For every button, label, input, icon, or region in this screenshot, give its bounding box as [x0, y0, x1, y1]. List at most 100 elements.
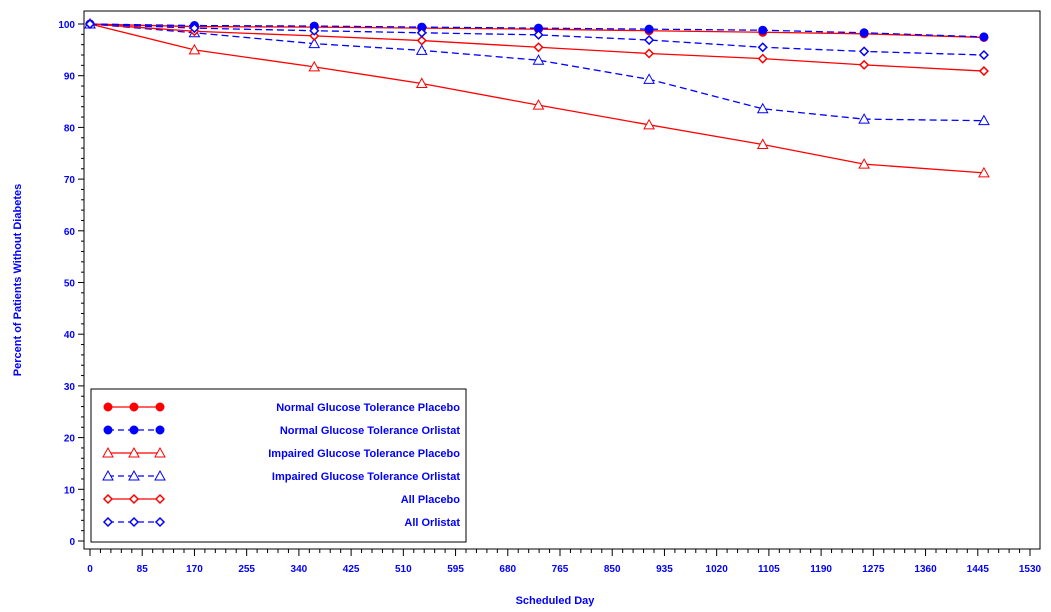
- x-axis-title: Scheduled Day: [516, 595, 596, 607]
- data-point: [308, 37, 321, 49]
- x-tick-label: 1360: [914, 564, 937, 575]
- x-tick-label: 340: [291, 564, 308, 575]
- data-point: [415, 77, 428, 88]
- data-point: [643, 73, 655, 84]
- data-point: [533, 42, 544, 53]
- data-point: [128, 493, 140, 505]
- x-tick-label: 1275: [862, 564, 885, 575]
- x-tick-label: 765: [552, 564, 569, 575]
- y-tick-label: 20: [64, 434, 76, 445]
- legend: Normal Glucose Tolerance Placebo Normal G…: [90, 388, 467, 543]
- y-tick-label: 100: [58, 20, 75, 31]
- y-tick-label: 90: [64, 72, 76, 83]
- x-tick-label: 595: [447, 564, 464, 575]
- data-point: [128, 469, 140, 481]
- data-point: [102, 516, 114, 528]
- legend-item: Normal Glucose Tolerance Orlistat: [103, 425, 460, 437]
- data-point: [188, 43, 201, 55]
- data-point: [102, 493, 114, 505]
- x-tick-label: 935: [656, 564, 673, 575]
- data-point: [533, 29, 544, 40]
- data-point: [532, 54, 545, 65]
- y-tick-label: 80: [64, 123, 76, 134]
- y-tick-label: 40: [64, 330, 76, 341]
- y-tick-label: 30: [64, 382, 76, 393]
- x-tick-label: 425: [343, 564, 360, 575]
- y-axis-title: Percent of Patients Without Diabetes: [12, 184, 24, 376]
- data-point: [309, 30, 320, 41]
- data-point: [978, 114, 990, 126]
- data-point: [644, 48, 655, 59]
- x-tick-label: 255: [238, 564, 255, 575]
- data-point: [308, 60, 321, 72]
- x-tick-label: 850: [604, 564, 621, 575]
- data-point: [128, 446, 140, 458]
- data-point: [103, 402, 113, 412]
- x-tick-label: 85: [137, 564, 149, 575]
- data-point: [859, 59, 870, 70]
- legend-label: All Orlistat: [404, 517, 460, 529]
- data-point: [756, 102, 769, 114]
- data-point: [128, 516, 140, 528]
- data-point: [154, 446, 166, 458]
- legend-item: All Orlistat: [102, 516, 460, 529]
- legend-label: Normal Glucose Tolerance Placebo: [276, 402, 460, 414]
- legend-label: All Placebo: [401, 494, 461, 506]
- data-point: [155, 402, 165, 412]
- series: [84, 18, 989, 77]
- data-point: [154, 493, 166, 505]
- data-point: [84, 18, 96, 30]
- legend-item: Impaired Glucose Tolerance Placebo: [102, 446, 460, 460]
- data-point: [858, 158, 870, 169]
- data-point: [757, 53, 768, 64]
- legend-item: All Placebo: [102, 493, 461, 506]
- data-point: [978, 49, 989, 61]
- series: [84, 18, 989, 61]
- data-point: [859, 46, 870, 57]
- series-line: [89, 23, 984, 56]
- y-tick-label: 10: [64, 485, 76, 496]
- series-line: [89, 23, 984, 122]
- x-tick-label: 1530: [1019, 564, 1042, 575]
- data-point: [644, 34, 655, 46]
- data-point: [416, 35, 427, 46]
- data-point: [129, 402, 139, 412]
- series-line: [89, 23, 984, 38]
- legend-label: Impaired Glucose Tolerance Orlistat: [272, 471, 460, 483]
- data-point: [644, 24, 654, 34]
- data-point: [102, 469, 114, 481]
- data-point: [129, 425, 139, 435]
- data-point: [154, 516, 166, 528]
- data-point: [532, 99, 545, 110]
- legend-box: [90, 388, 467, 543]
- series: [84, 17, 990, 178]
- data-point: [859, 28, 869, 38]
- y-tick-label: 0: [69, 537, 75, 548]
- data-point: [757, 42, 768, 53]
- y-tick-label: 70: [64, 175, 76, 186]
- y-tick-label: 60: [64, 227, 76, 238]
- x-tick-label: 1020: [706, 564, 729, 575]
- plot-frame: [83, 10, 1041, 550]
- data-point: [415, 44, 428, 55]
- x-tick-label: 1190: [810, 564, 832, 575]
- x-axis: 0 85 170 255 340 425 510 595 680 765 850 935 1020 110…: [87, 549, 1042, 575]
- legend-item: Normal Glucose Tolerance Placebo: [103, 402, 460, 414]
- data-point: [978, 65, 989, 77]
- data-point: [103, 425, 113, 435]
- y-tick-label: 50: [64, 279, 76, 290]
- data-point: [758, 25, 768, 35]
- x-tick-label: 0: [87, 564, 93, 575]
- data-point: [416, 27, 427, 38]
- x-tick-label: 680: [499, 564, 516, 575]
- data-point: [643, 118, 655, 130]
- data-point: [154, 469, 166, 481]
- legend-item: Impaired Glucose Tolerance Orlistat: [102, 469, 460, 483]
- legend-label: Impaired Glucose Tolerance Placebo: [268, 448, 460, 460]
- data-point: [858, 113, 870, 124]
- x-tick-label: 1105: [758, 564, 780, 575]
- series-layer: [84, 17, 990, 178]
- y-axis: 0 10 20 30 40 50 60 70 80 90 100: [58, 20, 84, 548]
- legend-label: Normal Glucose Tolerance Orlistat: [280, 425, 460, 437]
- x-tick-label: 170: [186, 564, 203, 575]
